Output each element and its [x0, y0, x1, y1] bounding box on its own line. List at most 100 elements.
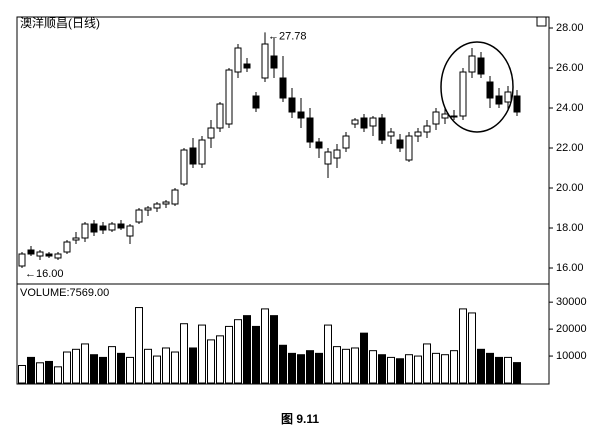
- candle-body: [288, 97, 296, 113]
- caption: 图 9.11: [281, 412, 319, 426]
- candle-body: [18, 253, 26, 267]
- candle-body: [450, 115, 458, 118]
- volume-bar: [459, 308, 467, 384]
- candle-body: [351, 119, 359, 125]
- candle-body: [36, 251, 44, 257]
- candle-body: [234, 47, 242, 73]
- volume-bar: [279, 344, 287, 384]
- candle-body: [378, 117, 386, 141]
- candle-body: [432, 111, 440, 125]
- frame: [16, 16, 550, 385]
- volume-bar: [189, 347, 197, 384]
- volume-bar: [243, 315, 251, 384]
- candle-body: [441, 113, 449, 119]
- volume-bar: [414, 355, 422, 384]
- y-tick-label: 20.00: [556, 182, 584, 194]
- candle-body: [495, 95, 503, 105]
- candle-body: [315, 141, 323, 149]
- candle-body: [279, 77, 287, 99]
- volume-bar: [396, 358, 404, 384]
- volume-bar: [45, 360, 53, 384]
- candle-body: [126, 225, 134, 237]
- volume-bar: [468, 312, 476, 384]
- volume-tick-label: 10000: [556, 350, 587, 362]
- volume-bar: [108, 346, 116, 384]
- candle-body: [252, 95, 260, 109]
- volume-bar: [153, 355, 161, 384]
- volume-bar: [333, 346, 341, 384]
- candle-body: [225, 69, 233, 125]
- candle-body: [243, 63, 251, 69]
- volume-bar: [36, 362, 44, 384]
- volume-bar: [27, 356, 35, 384]
- volume-bar: [450, 350, 458, 384]
- candle-body: [414, 131, 422, 137]
- candle-body: [198, 139, 206, 165]
- candle-body: [504, 91, 512, 103]
- candle-body: [27, 249, 35, 255]
- candle-body: [171, 189, 179, 205]
- volume-bar: [171, 351, 179, 384]
- volume-bar: [432, 352, 440, 384]
- volume-bar: [387, 356, 395, 384]
- candle-body: [333, 149, 341, 159]
- volume-bar: [72, 348, 80, 384]
- chart-title: 澳洋顺昌(日线): [20, 15, 100, 30]
- volume-bar: [54, 366, 62, 384]
- highlight-circle: [440, 41, 514, 133]
- candle-body: [423, 125, 431, 133]
- candle-body: [189, 147, 197, 165]
- volume-tick-label: 20000: [556, 323, 587, 335]
- volume-bar: [81, 343, 89, 384]
- candle-body: [324, 151, 332, 165]
- candle-body: [99, 225, 107, 231]
- volume-bar: [315, 352, 323, 384]
- y-tick-label: 22.00: [556, 142, 584, 154]
- volume-bar: [504, 356, 512, 384]
- candle-body: [81, 223, 89, 239]
- volume-bar: [360, 332, 368, 384]
- annotation-arrow: ←: [25, 268, 36, 280]
- candle-body: [342, 135, 350, 149]
- volume-bar: [126, 356, 134, 384]
- candle-body: [45, 253, 53, 257]
- volume-bar: [18, 364, 26, 384]
- volume-bar: [144, 348, 152, 384]
- annotation: 27.78: [279, 30, 307, 42]
- annotation: 16.00: [36, 268, 64, 280]
- volume-bar: [306, 350, 314, 384]
- volume-bar: [234, 319, 242, 384]
- volume-bar: [63, 351, 71, 384]
- volume-bar: [342, 348, 350, 384]
- volume-bar: [270, 315, 278, 384]
- candle-body: [306, 117, 314, 143]
- panel-icon: [536, 16, 547, 27]
- volume-bar: [225, 325, 233, 384]
- volume-bar: [486, 352, 494, 384]
- volume-bar: [405, 354, 413, 384]
- candle-body: [387, 131, 395, 137]
- volume-bar: [99, 356, 107, 384]
- candle-body: [360, 117, 368, 129]
- volume-bar: [441, 354, 449, 384]
- candle-body: [144, 207, 152, 211]
- y-tick-label: 26.00: [556, 62, 584, 74]
- volume-bar: [261, 308, 269, 384]
- volume-bar: [216, 335, 224, 384]
- candle-body: [180, 149, 188, 185]
- volume-bar: [369, 350, 377, 384]
- candle-body: [207, 127, 215, 139]
- volume-bar: [162, 347, 170, 384]
- volume-bar: [135, 307, 143, 384]
- candle-body: [396, 139, 404, 149]
- candle-body: [63, 241, 71, 253]
- candle-body: [261, 43, 269, 79]
- volume-bar: [423, 343, 431, 384]
- volume-bar: [288, 352, 296, 384]
- volume-bar: [297, 354, 305, 384]
- volume-bar: [180, 323, 188, 384]
- candle-body: [117, 223, 125, 229]
- volume-bar: [477, 348, 485, 384]
